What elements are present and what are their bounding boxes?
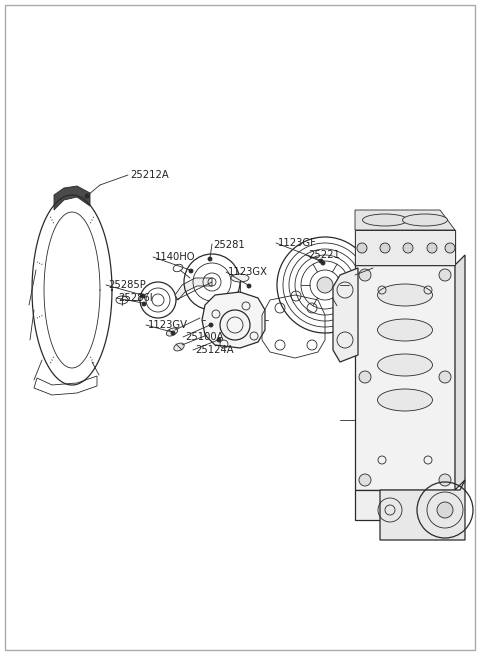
Polygon shape: [202, 292, 265, 348]
Circle shape: [208, 257, 212, 261]
Polygon shape: [355, 230, 455, 265]
Polygon shape: [455, 255, 465, 490]
Polygon shape: [333, 268, 358, 362]
Polygon shape: [355, 265, 455, 490]
Circle shape: [247, 284, 251, 288]
Circle shape: [359, 474, 371, 486]
Circle shape: [445, 243, 455, 253]
Ellipse shape: [377, 354, 432, 376]
Text: 25281: 25281: [213, 240, 245, 250]
Polygon shape: [355, 210, 455, 230]
Circle shape: [439, 474, 451, 486]
Ellipse shape: [231, 274, 249, 282]
Ellipse shape: [377, 389, 432, 411]
Circle shape: [141, 294, 145, 298]
Text: 1123GX: 1123GX: [228, 267, 268, 277]
Circle shape: [439, 269, 451, 281]
Circle shape: [209, 323, 213, 327]
Ellipse shape: [377, 284, 432, 306]
Polygon shape: [54, 186, 90, 210]
Circle shape: [142, 302, 146, 306]
Text: 25212A: 25212A: [130, 170, 169, 180]
Circle shape: [427, 243, 437, 253]
Polygon shape: [380, 480, 465, 540]
Text: 1123GF: 1123GF: [278, 238, 317, 248]
Ellipse shape: [377, 319, 432, 341]
Circle shape: [359, 269, 371, 281]
Text: 25285P: 25285P: [108, 280, 146, 290]
Circle shape: [439, 371, 451, 383]
Polygon shape: [175, 278, 212, 300]
Circle shape: [403, 243, 413, 253]
Circle shape: [319, 259, 323, 263]
Circle shape: [359, 371, 371, 383]
Ellipse shape: [403, 214, 447, 226]
Text: 25100A: 25100A: [185, 332, 224, 342]
Ellipse shape: [174, 343, 184, 351]
Circle shape: [437, 502, 453, 518]
Circle shape: [317, 277, 333, 293]
Ellipse shape: [362, 214, 408, 226]
Circle shape: [217, 338, 221, 342]
Text: 1140HO: 1140HO: [155, 252, 195, 262]
Circle shape: [85, 194, 89, 198]
Ellipse shape: [167, 328, 178, 336]
Circle shape: [321, 261, 325, 265]
Circle shape: [171, 331, 175, 335]
Text: 25221: 25221: [308, 250, 340, 260]
Text: 25124A: 25124A: [195, 345, 234, 355]
Polygon shape: [355, 490, 455, 520]
Circle shape: [189, 269, 193, 273]
Polygon shape: [355, 230, 455, 265]
Text: 25286I: 25286I: [118, 293, 153, 303]
Text: 1123GV: 1123GV: [148, 320, 188, 330]
Circle shape: [357, 243, 367, 253]
Circle shape: [380, 243, 390, 253]
